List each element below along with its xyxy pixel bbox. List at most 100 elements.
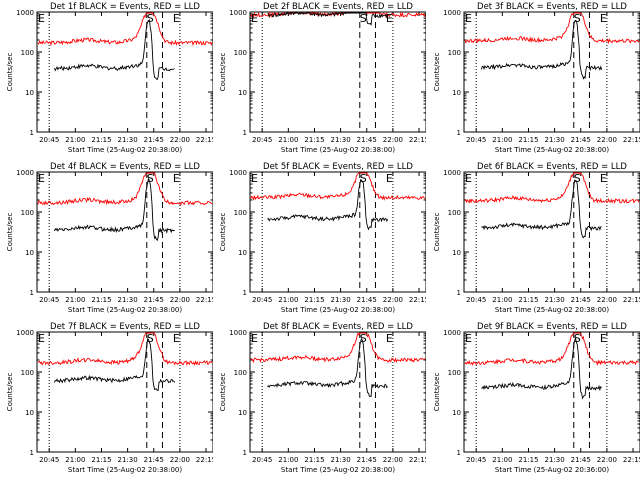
chart-panel-4: Det 4f BLACK = Events, RED = LLD 1 10 100 10… [6,162,213,314]
y-tick-label: 1000 [16,9,34,17]
y-tick-label: 10 [238,409,247,417]
chart-title: Det 1f BLACK = Events, RED = LLD [50,2,200,12]
x-tick-label: 21:00 [65,456,85,464]
chart-title: Det 7f BLACK = Events, RED = LLD [50,322,200,332]
x-tick-label: 22:15 [623,136,640,144]
events-line [267,179,389,231]
y-axis-label: Counts/sec [6,53,14,92]
x-tick-label: 21:45 [357,296,377,304]
x-tick-label: 20:45 [466,456,486,464]
x-tick-label: 21:00 [278,456,298,464]
y-tick-label: 1000 [229,9,247,17]
x-tick-label: 22:00 [383,296,403,304]
x-tick-label: 21:15 [91,136,111,144]
e-label: E [173,332,180,345]
x-tick-label: 20:45 [39,296,59,304]
x-tick-label: 22:15 [409,136,426,144]
plot-frame [249,171,426,293]
x-tick-label: 22:15 [196,296,213,304]
x-tick-label: 21:15 [304,296,324,304]
y-tick-label: 10 [238,249,247,257]
plot-frame [36,331,213,453]
x-axis-label: Start Time (25-Aug-02 20:38:00) [495,146,609,154]
events-line [480,19,603,80]
x-tick-label: 21:30 [331,136,351,144]
y-tick-label: 100 [234,369,247,377]
x-axis-label: Start Time (25-Aug-02 20:38:00) [495,306,609,314]
y-tick-label: 1000 [229,169,247,177]
x-tick-label: 21:30 [545,136,565,144]
e-label-left: E [465,172,472,185]
x-tick-label: 21:30 [118,456,138,464]
plot-frame [36,171,213,293]
y-tick-label: 100 [234,209,247,217]
s-label: S [147,172,154,185]
e-label: E [600,332,607,345]
x-tick-label: 20:45 [252,456,272,464]
plot-frame [463,11,640,133]
lld-line [250,332,426,364]
events-line [481,336,602,400]
x-axis-label: Start Time (25-Aug-02 20:38:00) [68,146,182,154]
chart-title: Det 3f BLACK = Events, RED = LLD [477,2,627,12]
x-tick-label: 22:15 [623,456,640,464]
e-label: E [386,172,393,185]
s-label: S [360,332,367,345]
x-tick-label: 21:30 [331,456,351,464]
lld-line [464,12,640,45]
chart-title: Det 6f BLACK = Events, RED = LLD [477,162,627,172]
y-tick-label: 1000 [443,329,461,337]
x-tick-label: 22:15 [196,136,213,144]
x-tick-label: 20:45 [252,296,272,304]
chart-panel-1: Det 1f BLACK = Events, RED = LLD 1 10 100 10… [6,2,213,154]
plot-frame [463,331,640,453]
chart-panel-3: Det 3f BLACK = Events, RED = LLD 1 10 100 10… [433,2,640,154]
y-axis-label: Counts/sec [433,53,441,92]
y-tick-label: 100 [234,49,247,57]
y-tick-label: 1 [30,449,34,457]
x-tick-label: 21:00 [492,456,512,464]
x-tick-label: 21:30 [331,296,351,304]
e-label-left: E [251,12,258,25]
y-axis-label: Counts/sec [433,213,441,252]
chart-panel-9: Det 9f BLACK = Events, RED = LLD 1 10 100 10… [433,322,640,474]
chart-title: Det 8f BLACK = Events, RED = LLD [263,322,413,332]
chart-title: Det 4f BLACK = Events, RED = LLD [50,162,200,172]
e-label: E [173,172,180,185]
y-tick-label: 1 [30,289,34,297]
x-tick-label: 21:00 [278,136,298,144]
chart-title: Det 9f BLACK = Events, RED = LLD [477,322,627,332]
x-tick-label: 21:15 [518,136,538,144]
e-label: E [600,172,607,185]
chart-panel-7: Det 7f BLACK = Events, RED = LLD 1 10 100 10… [6,322,213,474]
x-tick-label: 21:15 [518,456,538,464]
x-tick-label: 21:30 [545,456,565,464]
x-axis-label: Start Time (25-Aug-02 20:36:00) [495,466,609,474]
chart-panel-6: Det 6f BLACK = Events, RED = LLD 1 10 100 10… [433,162,640,314]
y-axis-label: Counts/sec [219,373,227,412]
y-tick-label: 10 [452,409,461,417]
x-tick-label: 21:15 [304,456,324,464]
plot-frame [249,11,426,133]
x-tick-label: 22:15 [409,456,426,464]
e-label: E [386,332,393,345]
e-label-left: E [251,332,258,345]
y-axis-label: Counts/sec [433,373,441,412]
s-label: S [360,172,367,185]
x-axis-label: Start Time (25-Aug-02 20:38:00) [68,466,182,474]
lld-line [250,172,426,201]
events-line [267,11,389,26]
x-tick-label: 22:00 [597,296,617,304]
y-tick-label: 1 [30,129,34,137]
x-tick-label: 21:45 [357,456,377,464]
s-label: S [360,12,367,25]
chart-title: Det 2f BLACK = Events, RED = LLD [263,2,413,12]
plot-frame [463,171,640,293]
lld-line [37,332,213,367]
x-tick-label: 21:00 [65,296,85,304]
x-tick-label: 21:45 [144,136,164,144]
x-tick-label: 20:45 [466,296,486,304]
chart-panel-8: Det 8f BLACK = Events, RED = LLD 1 10 100 10… [219,322,426,474]
x-tick-label: 21:00 [65,136,85,144]
y-axis-label: Counts/sec [219,213,227,252]
